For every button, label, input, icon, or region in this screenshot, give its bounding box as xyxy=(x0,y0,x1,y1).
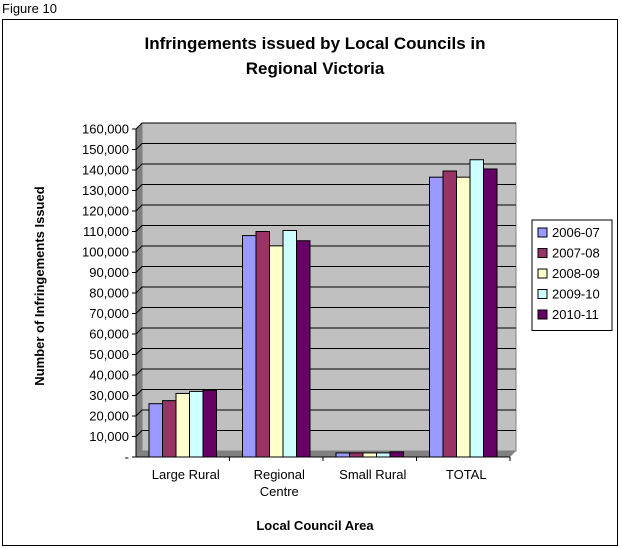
chart-title: Infringements issued by Local Councils i… xyxy=(144,34,485,78)
gridline xyxy=(135,143,516,150)
bar-2008-09-small-rural xyxy=(362,452,377,458)
gridline xyxy=(135,266,516,273)
y-tick-label: 100,000 xyxy=(82,245,129,260)
gridline xyxy=(135,184,516,191)
legend-swatch xyxy=(537,268,548,279)
bar-2006-07-total xyxy=(429,176,444,458)
bar-2008-09-large-rural xyxy=(175,392,190,458)
gridline xyxy=(135,430,516,437)
gridline xyxy=(135,286,516,294)
y-tick-label: 140,000 xyxy=(82,163,129,178)
bar-2007-08-large-rural xyxy=(162,400,177,458)
gridline xyxy=(135,368,516,376)
x-tick-label: Regional xyxy=(254,467,305,482)
x-tick-label: Large Rural xyxy=(152,467,220,482)
legend-swatch xyxy=(537,309,548,320)
y-tick-label: 110,000 xyxy=(83,224,129,239)
gridline xyxy=(135,307,516,314)
y-tick-label: 70,000 xyxy=(89,306,129,321)
y-tick-label: 50,000 xyxy=(89,347,129,362)
y-tick-label: 130,000 xyxy=(82,183,129,198)
chart-title-line: Infringements issued by Local Councils i… xyxy=(144,34,485,53)
y-tick-labels: - 10,000 20,000 30,000 40,000 50,000 60,000 70,… xyxy=(82,122,136,465)
bar-2007-08-small-rural xyxy=(349,452,364,458)
legend-swatch xyxy=(537,227,548,238)
bar-2010-11-large-rural xyxy=(202,389,217,458)
bar-2010-11-small-rural xyxy=(389,451,404,458)
y-tick-label: 120,000 xyxy=(82,204,129,219)
gridlines xyxy=(135,122,516,437)
gridline xyxy=(135,204,516,212)
gridline xyxy=(135,348,516,355)
x-tick-label: TOTAL xyxy=(446,467,487,482)
legend-label: 2007-08 xyxy=(552,246,600,261)
bar-2006-07-small-rural xyxy=(335,452,350,458)
bar-2009-10-total xyxy=(469,159,484,458)
bar-2007-08-total xyxy=(442,170,457,458)
y-tick-label: 30,000 xyxy=(89,388,129,403)
x-tick-label: Small Rural xyxy=(339,467,406,482)
bar-2009-10-small-rural xyxy=(376,452,391,458)
y-tick-label: 150,000 xyxy=(82,142,129,157)
gridline xyxy=(135,409,516,417)
x-tick-labels: Large Rural Regional Centre Small Rural TOTA… xyxy=(152,457,511,499)
chart-title-line: Regional Victoria xyxy=(246,59,385,78)
x-tick-label: Centre xyxy=(260,484,299,499)
x-axis-label: Local Council Area xyxy=(256,518,374,533)
bar-2007-08-regional-centre xyxy=(255,231,270,458)
bar-2006-07-regional-centre xyxy=(242,235,257,458)
y-tick-label: 60,000 xyxy=(89,327,129,342)
bar-2006-07-large-rural xyxy=(148,403,163,458)
floor xyxy=(136,451,516,457)
bar-2008-09-total xyxy=(456,176,471,458)
legend-label: 2008-09 xyxy=(552,266,600,281)
legend-label: 2006-07 xyxy=(552,225,600,240)
legend-swatch xyxy=(537,248,548,258)
gridline xyxy=(135,122,516,130)
bar-2008-09-regional-centre xyxy=(269,245,284,458)
y-tick-label: 10,000 xyxy=(89,429,129,444)
legend-label: 2009-10 xyxy=(552,287,600,302)
y-tick-label: 90,000 xyxy=(89,265,129,280)
gridline xyxy=(135,225,516,232)
gridline xyxy=(135,163,516,171)
legend: 2006-07 2007-08 2008-09 2009-10 2010-11 xyxy=(531,219,613,331)
y-tick-label: 80,000 xyxy=(89,286,129,301)
bar-2009-10-regional-centre xyxy=(282,229,297,458)
y-tick-label: - xyxy=(125,450,129,465)
gridline xyxy=(135,327,516,335)
figure-caption: Figure 10 xyxy=(2,1,57,16)
y-tick-label: 20,000 xyxy=(89,409,129,424)
bars xyxy=(148,159,498,458)
bar-2009-10-large-rural xyxy=(189,390,204,458)
y-tick-label: 40,000 xyxy=(89,368,129,383)
gridline xyxy=(135,245,516,253)
bar-2010-11-regional-centre xyxy=(296,240,311,458)
y-axis-label: Number of Infringements Issued xyxy=(32,186,47,385)
legend-swatch xyxy=(537,289,548,299)
gridline xyxy=(135,389,516,396)
legend-label: 2010-11 xyxy=(552,307,599,322)
y-tick-label: 160,000 xyxy=(82,122,129,137)
bar-2010-11-total xyxy=(483,168,498,458)
